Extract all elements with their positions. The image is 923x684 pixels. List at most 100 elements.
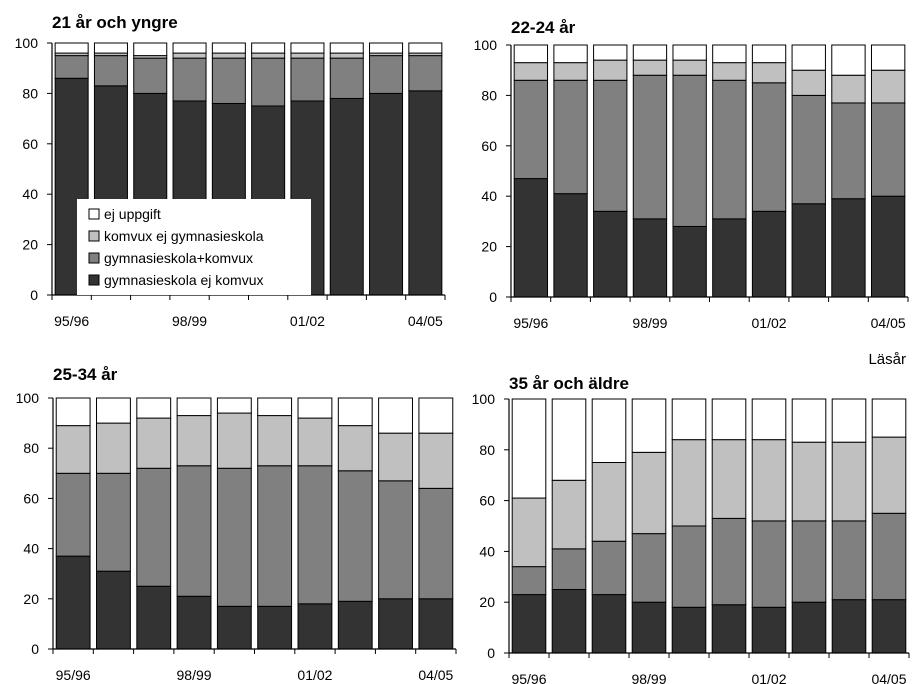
y-tick-label: 60 <box>479 493 495 509</box>
x-tick-label: 04/05 <box>408 313 443 329</box>
bar-segment <box>870 195 906 298</box>
bar-segment <box>329 52 364 59</box>
y-tick-label: 20 <box>22 237 38 253</box>
bar-segment <box>216 412 252 469</box>
y-tick-label: 0 <box>487 645 495 661</box>
bar-segment <box>672 225 707 298</box>
bar-segment <box>632 74 668 220</box>
bar-segment <box>96 397 131 424</box>
bar-segment <box>553 193 588 298</box>
bar-segment <box>257 465 293 607</box>
bar-segment <box>791 44 826 71</box>
bar-segment <box>297 465 333 605</box>
bar-segment <box>593 59 628 81</box>
y-tick-label: 100 <box>472 391 496 407</box>
bar-segment <box>513 44 549 64</box>
bar-segment <box>751 210 787 298</box>
bar-segment <box>593 79 628 212</box>
bar-segment <box>871 398 907 438</box>
bar-segment <box>369 42 404 54</box>
x-tick-label: 95/96 <box>56 667 91 683</box>
bar-segment <box>408 42 443 54</box>
legend-swatch <box>88 208 100 220</box>
bar-segment <box>337 397 373 427</box>
x-tick-label: 04/05 <box>871 671 906 684</box>
legend-label: ej uppgift <box>104 206 161 222</box>
bar-segment <box>672 59 707 76</box>
bar-segment <box>672 74 707 227</box>
bar-segment <box>176 595 212 650</box>
x-tick-label: 98/99 <box>632 315 667 331</box>
bar-segment <box>176 415 212 467</box>
bar-segment <box>831 44 866 76</box>
bar-segment <box>751 520 787 608</box>
legend-swatch <box>88 230 100 242</box>
bar-segment <box>378 480 413 600</box>
chart-title: 22-24 år <box>511 18 576 37</box>
bar-segment <box>133 57 168 94</box>
x-tick-label: 04/05 <box>871 315 906 331</box>
bar-segment <box>176 397 212 417</box>
bar-segment <box>831 198 866 298</box>
y-tick-label: 80 <box>22 85 38 101</box>
bar-segment <box>216 397 252 414</box>
bar-segment <box>751 44 787 64</box>
bar-segment <box>871 436 907 514</box>
bar-segment <box>831 102 866 200</box>
bar-segment <box>631 398 667 453</box>
bar-segment <box>408 55 443 92</box>
bar-segment <box>632 218 668 298</box>
bar-segment <box>378 598 413 650</box>
bar-segment <box>671 439 707 527</box>
bar-segment <box>211 42 246 54</box>
x-tick-label: 01/02 <box>297 667 332 683</box>
bar-segment <box>553 79 588 195</box>
bar-segment <box>591 594 627 654</box>
bar-segment <box>133 42 168 57</box>
bar-segment <box>216 605 252 650</box>
y-tick-label: 60 <box>23 490 39 506</box>
bar-segment <box>251 57 286 107</box>
bar-segment <box>591 398 627 463</box>
bar-segment <box>791 94 826 205</box>
bar-segment <box>369 92 404 296</box>
x-tick-label: 01/02 <box>751 671 786 684</box>
bar-segment <box>136 417 172 469</box>
y-tick-label: 80 <box>23 440 39 456</box>
legend-swatch <box>88 274 100 286</box>
chart-title: 21 år och yngre <box>52 13 178 32</box>
y-tick-label: 0 <box>489 289 497 305</box>
chart-panel-3: 25-34 år 0 20 40 60 80 100 95/96 98/99 01/02 04/05 <box>16 365 457 683</box>
y-tick-label: 40 <box>22 186 38 202</box>
bar-segment <box>551 548 587 590</box>
x-tick-label: 95/96 <box>513 315 548 331</box>
bar-segment <box>418 598 454 650</box>
legend-background <box>77 199 311 295</box>
bar-segment <box>631 601 667 654</box>
bar-segment <box>791 441 827 522</box>
legend-label: komvux ej gymnasieskola <box>104 228 264 244</box>
bar-segment <box>211 52 246 59</box>
bar-segment <box>791 520 827 603</box>
bar-segment <box>593 44 628 61</box>
bar-segment <box>337 600 373 650</box>
y-tick-label: 100 <box>16 390 40 406</box>
bar-segment <box>593 210 628 298</box>
bar-segment <box>329 97 364 296</box>
bar-segment <box>791 203 826 298</box>
bar-segment <box>96 570 131 650</box>
y-tick-label: 40 <box>481 188 497 204</box>
bar-segment <box>751 606 787 654</box>
bar-segment <box>870 44 906 71</box>
bar-segment <box>553 62 588 81</box>
bar-segment <box>513 79 549 180</box>
bar-segment <box>870 102 906 197</box>
bar-segment <box>711 439 747 519</box>
bar-segment <box>418 432 454 489</box>
bar-segment <box>176 465 212 597</box>
y-tick-label: 20 <box>479 594 495 610</box>
bar-segment <box>870 69 906 104</box>
bar-segment <box>136 397 172 419</box>
bar-segment <box>337 425 373 472</box>
